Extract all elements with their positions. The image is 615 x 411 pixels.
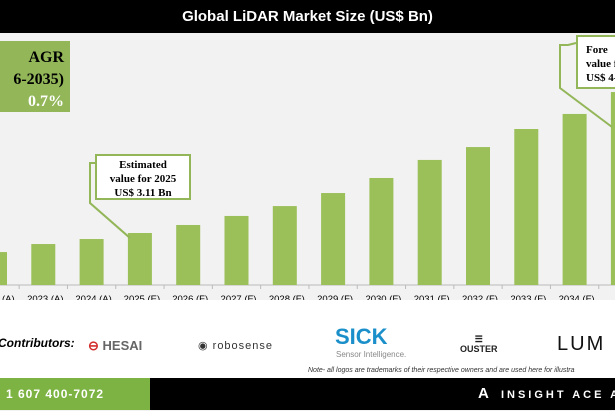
bar bbox=[369, 177, 394, 285]
x-tick-label: 2023 (A) bbox=[27, 294, 63, 300]
x-tick-label: 2032 (F) bbox=[462, 294, 498, 300]
ouster-logo: ☰ OUSTER bbox=[460, 334, 498, 354]
callout-pointer bbox=[559, 42, 613, 128]
chart-title: Global LiDAR Market Size (US$ Bn) bbox=[0, 0, 615, 33]
bar bbox=[224, 215, 249, 285]
x-tick-label: 2033 (F) bbox=[510, 294, 546, 300]
footer: 1 607 400-7072 A INSIGHT ACE ANA bbox=[0, 378, 615, 410]
callout-line: value f bbox=[586, 58, 615, 70]
bar bbox=[79, 239, 104, 285]
bar bbox=[321, 193, 346, 285]
logo-text: SICK bbox=[335, 324, 388, 349]
disclaimer-note: Note- all logos are trademarks of their … bbox=[308, 367, 575, 374]
callout-line: Fore bbox=[586, 44, 608, 56]
bar bbox=[466, 147, 490, 285]
bar bbox=[0, 252, 7, 285]
x-tick-label: 2028 (F) bbox=[269, 294, 305, 300]
bar bbox=[127, 233, 152, 285]
brand-text: INSIGHT ACE ANA bbox=[500, 389, 615, 401]
bar bbox=[31, 244, 56, 285]
callout-line: US$ 4- bbox=[586, 72, 615, 84]
phone-number: 1 607 400-7072 bbox=[0, 378, 150, 410]
contributors-label: Contributors: bbox=[0, 336, 75, 350]
x-tick-label: 2027 (F) bbox=[221, 294, 257, 300]
logo-text: HESAI bbox=[102, 338, 143, 353]
cagr-value: 0.7% bbox=[28, 93, 64, 110]
cagr-period: 6-2035) bbox=[13, 71, 64, 88]
brand-name: A INSIGHT ACE ANA bbox=[478, 378, 615, 411]
x-tick-label: 2034 (F) bbox=[559, 294, 595, 300]
cagr-label: AGR bbox=[28, 49, 64, 66]
bar bbox=[417, 159, 442, 285]
sick-logo: SICK bbox=[335, 326, 388, 348]
x-tick-label: (A) bbox=[2, 294, 15, 300]
callout-line: US$ 3.11 Bn bbox=[114, 187, 172, 199]
bar-chart: (A) 2023 (A) 2024 (A) 2025 (E) 2026 (F) 2027 … bbox=[0, 42, 615, 300]
logo-text: OUSTER bbox=[460, 344, 498, 354]
x-tick-label: 2025 (E) bbox=[124, 294, 160, 300]
bar bbox=[562, 113, 587, 285]
bar bbox=[176, 224, 201, 285]
logo-text: robosense bbox=[212, 340, 274, 352]
x-tick-label: 2024 (A) bbox=[75, 294, 111, 300]
bar bbox=[610, 92, 615, 285]
hesai-logo: ⊖ HESAI bbox=[88, 338, 143, 353]
x-tick-label: 2029 (F) bbox=[317, 294, 353, 300]
bar bbox=[272, 206, 297, 285]
callout-pointer bbox=[89, 162, 131, 239]
sick-tagline: Sensor Intelligence. bbox=[336, 350, 407, 359]
bar bbox=[514, 129, 539, 285]
robosense-logo: ◉ robosense bbox=[198, 340, 274, 352]
callout-line: Estimated bbox=[119, 159, 167, 171]
x-tick-label: 2026 (F) bbox=[172, 294, 208, 300]
luminar-logo: LUM bbox=[557, 333, 606, 355]
x-tick-label: 2031 (F) bbox=[414, 294, 450, 300]
contributors-strip: Contributors: ⊖ HESAI ◉ robosense SICK S… bbox=[0, 300, 615, 378]
x-tick-label: 2030 (F) bbox=[365, 294, 401, 300]
callout-2025: Estimated value for 2025 US$ 3.11 Bn bbox=[95, 154, 191, 200]
callout-2035: Fore value f US$ 4- bbox=[576, 35, 615, 89]
cagr-box: AGR 6-2035) 0.7% bbox=[0, 41, 70, 112]
callout-line: value for 2025 bbox=[109, 173, 177, 185]
